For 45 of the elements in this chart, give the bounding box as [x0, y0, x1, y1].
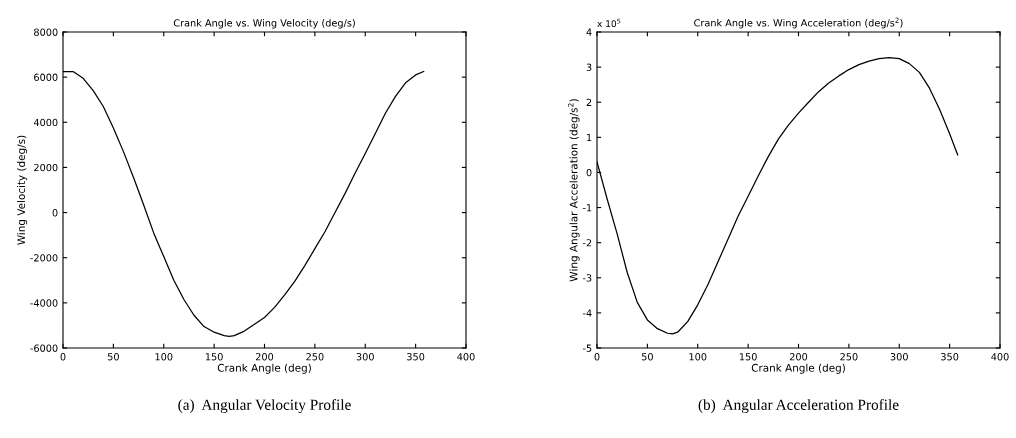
x-tick-label: 350 — [941, 353, 959, 361]
y-tick-label: 1 — [587, 133, 592, 142]
x-tick-label: 50 — [641, 353, 653, 361]
y-tick-label: 2 — [586, 98, 592, 106]
y-tick-label: 0 — [586, 168, 592, 177]
y-tick-label: -6000 — [30, 344, 58, 352]
y-tick-label: -5 — [582, 344, 592, 352]
text: (b) Angular Acceleration Profile — [698, 398, 899, 414]
text: x 10$^{5}$ — [597, 18, 621, 28]
x-tick-label: 150 — [739, 353, 757, 361]
x-tick-label: 200 — [255, 353, 274, 361]
y-tick-label: -2 — [582, 239, 592, 247]
x-tick-label: 250 — [306, 353, 324, 361]
text: (a) Angular Velocity Profile — [178, 398, 351, 414]
y-tick-label: 3 — [586, 63, 592, 71]
x-tick-label: 300 — [890, 353, 908, 361]
x-tick-label: 100 — [155, 353, 173, 361]
x-tick-label: 400 — [457, 353, 475, 361]
x-tick-label: 200 — [789, 353, 808, 361]
y-tick-label: 0 — [52, 209, 58, 217]
y-axis-title: Wing Angular Acceleration (deg/s$^{2}$) — [568, 99, 580, 282]
x-tick-label: 150 — [205, 353, 223, 361]
y-tick-label: 2000 — [34, 163, 58, 172]
y-tick-label: 6000 — [34, 73, 58, 81]
x-tick-label: 50 — [107, 353, 119, 361]
y-tick-label: -2000 — [30, 254, 58, 262]
x-axis-title: Crank Angle (deg) — [217, 363, 311, 374]
x-tick-label: 100 — [689, 353, 707, 361]
y-tick-label: 8000 — [34, 28, 58, 36]
y-tick-label: -1 — [582, 204, 592, 212]
x-tick-label: 250 — [840, 353, 858, 361]
x-tick-label: 400 — [991, 353, 1009, 361]
x-tick-label: 0 — [60, 353, 66, 361]
x-tick-label: 300 — [356, 353, 374, 361]
y-tick-label: -4 — [582, 309, 592, 317]
y-tick-label: 4000 — [33, 118, 58, 127]
x-tick-label: 350 — [407, 353, 425, 361]
y-tick-label: 4 — [586, 28, 592, 36]
chart-title: Crank Angle vs. Wing Acceleration (deg/s$^{2}$) — [694, 17, 903, 29]
x-tick-label: 0 — [594, 353, 600, 361]
y-tick-label: -3 — [582, 274, 592, 282]
y-tick-label: -4000 — [30, 299, 58, 307]
chart-title: Crank Angle vs. Wing Velocity (deg/s) — [173, 19, 355, 29]
y-axis-title: Wing Velocity (deg/s) — [17, 135, 28, 245]
x-axis-title: Crank Angle (deg) — [751, 363, 845, 374]
